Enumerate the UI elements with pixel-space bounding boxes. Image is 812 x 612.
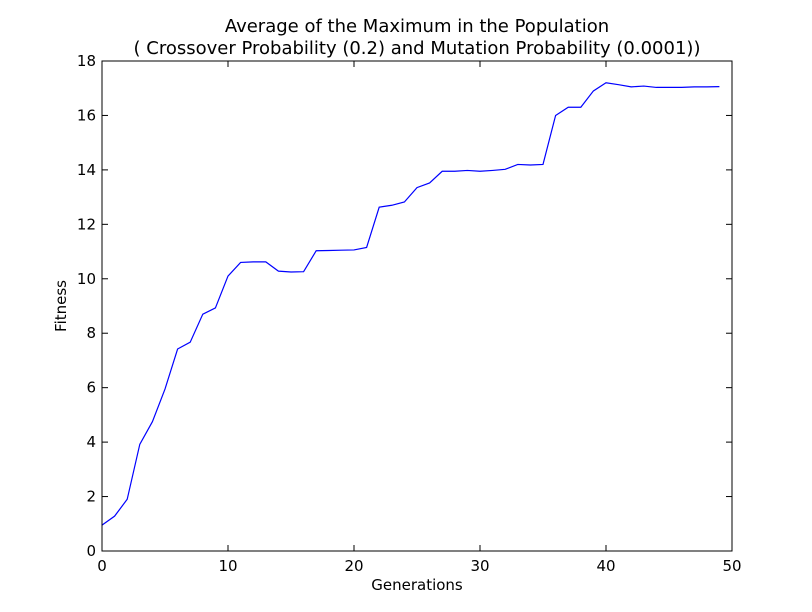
y-tick-label: 12: [77, 215, 96, 233]
y-tick-label: 18: [77, 52, 96, 70]
x-tick-label: 30: [470, 557, 489, 575]
y-tick-label: 0: [86, 542, 96, 560]
chart-title: Average of the Maximum in the Population: [225, 16, 609, 37]
y-tick-label: 16: [77, 106, 96, 124]
x-tick-label: 20: [344, 557, 363, 575]
y-tick-label: 2: [86, 488, 96, 506]
y-tick-label: 6: [86, 379, 96, 397]
y-tick-label: 10: [77, 270, 96, 288]
x-tick-label: 10: [218, 557, 237, 575]
chart-subtitle: ( Crossover Probability (0.2) and Mutati…: [134, 38, 701, 59]
x-tick-label: 50: [722, 557, 741, 575]
series-line: [101, 82, 720, 526]
y-tick-label: 4: [86, 433, 96, 451]
x-tick-label: 0: [97, 557, 107, 575]
x-axis-ticks: 0 10 20 30 40 50: [97, 61, 742, 575]
y-tick-label: 8: [86, 324, 96, 342]
series-layer: [101, 82, 720, 526]
y-tick-label: 14: [77, 161, 96, 179]
plot-area: [102, 61, 732, 551]
plot-frame: [101, 60, 733, 552]
x-axis-label: Generations: [371, 576, 463, 594]
y-axis-label: Fitness: [52, 280, 70, 332]
x-tick-label: 40: [596, 557, 615, 575]
